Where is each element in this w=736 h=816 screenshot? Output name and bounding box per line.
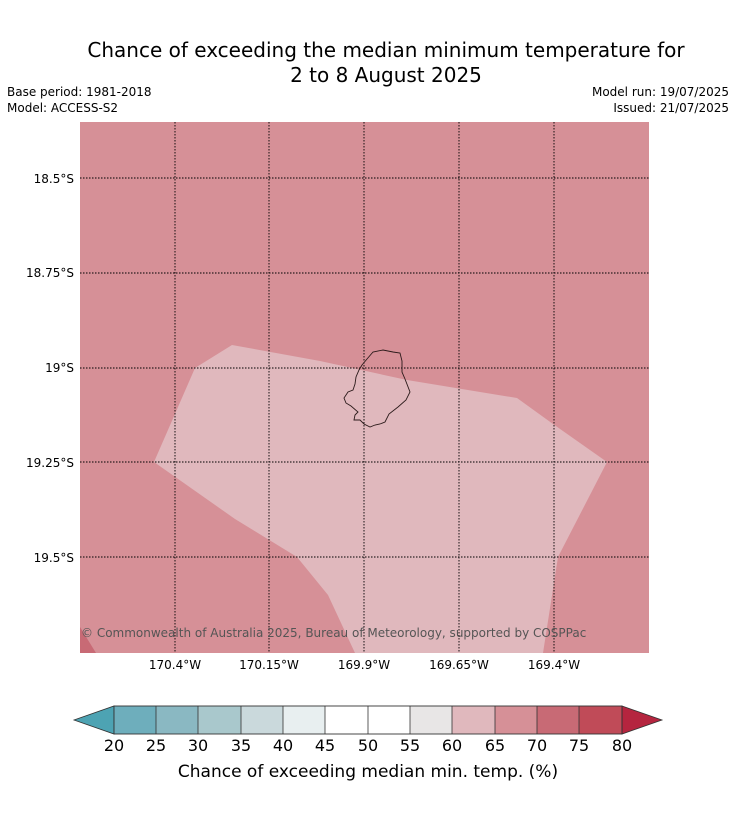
lat-label: 19°S — [45, 361, 74, 375]
colorbar-tick: 65 — [484, 736, 506, 755]
colorbar — [72, 705, 664, 735]
map-panel — [80, 122, 649, 653]
colorbar-tick: 50 — [357, 736, 379, 755]
colorbar-tick: 75 — [568, 736, 590, 755]
map-svg — [80, 122, 649, 653]
island-coastline — [343, 349, 411, 428]
colorbar-tick: 45 — [314, 736, 336, 755]
colorbar-tick: 20 — [103, 736, 125, 755]
colorbar-bin — [156, 706, 199, 734]
colorbar-tick: 40 — [272, 736, 294, 755]
colorbar-label: Chance of exceeding median min. temp. (%… — [177, 762, 559, 782]
colorbar-tick: 25 — [145, 736, 167, 755]
page-title: Chance of exceeding the median minimum t… — [0, 38, 736, 88]
copyright-notice: © Commonwealth of Australia 2025, Bureau… — [81, 626, 587, 640]
colorbar-tick: 80 — [611, 736, 633, 755]
colorbar-tick: 70 — [526, 736, 548, 755]
lat-label: 18.5°S — [33, 172, 74, 186]
lon-label: 170.15°W — [239, 658, 299, 672]
colorbar-bin — [495, 706, 538, 734]
colorbar-bin — [537, 706, 580, 734]
colorbar-tick: 55 — [399, 736, 421, 755]
colorbar-dividers — [155, 706, 580, 734]
lat-label: 19.5°S — [33, 551, 74, 565]
colorbar-bin — [368, 706, 411, 734]
colorbar-bin — [452, 706, 495, 734]
colorbar-bin — [114, 706, 157, 734]
model-run: Model run: 19/07/2025 — [591, 85, 729, 99]
colorbar-tick: 30 — [187, 736, 209, 755]
colorbar-bin — [410, 706, 453, 734]
issued-date: Issued: 21/07/2025 — [613, 101, 729, 115]
lon-label: 170.4°W — [148, 658, 202, 672]
colorbar-outline — [113, 705, 623, 735]
probability-region-lower — [154, 345, 607, 653]
colorbar-bin — [241, 706, 284, 734]
colorbar-bin — [283, 706, 326, 734]
colorbar-bin — [579, 706, 622, 734]
colorbar-over-arrow — [621, 705, 664, 735]
graticule — [80, 122, 649, 653]
meta-right: Model run: 19/07/2025 Issued: 21/07/2025 — [592, 84, 729, 116]
colorbar-bin — [325, 706, 368, 734]
colorbar-under-arrow — [72, 705, 115, 735]
colorbar-tick: 35 — [230, 736, 252, 755]
base-period: Base period: 1981-2018 — [7, 85, 152, 99]
title-line-2: 2 to 8 August 2025 — [290, 63, 482, 87]
probability-region-corner — [80, 627, 96, 653]
meta-left: Base period: 1981-2018 Model: ACCESS-S2 — [7, 84, 152, 116]
lon-label: 169.4°W — [527, 658, 581, 672]
lat-label: 18.75°S — [26, 266, 74, 280]
colorbar-tick: 60 — [441, 736, 463, 755]
lon-label: 169.9°W — [337, 658, 391, 672]
colorbar-bin — [198, 706, 241, 734]
lon-label: 169.65°W — [429, 658, 489, 672]
lat-label: 19.25°S — [26, 456, 74, 470]
model-name: Model: ACCESS-S2 — [7, 101, 119, 115]
title-line-1: Chance of exceeding the median minimum t… — [87, 38, 685, 62]
